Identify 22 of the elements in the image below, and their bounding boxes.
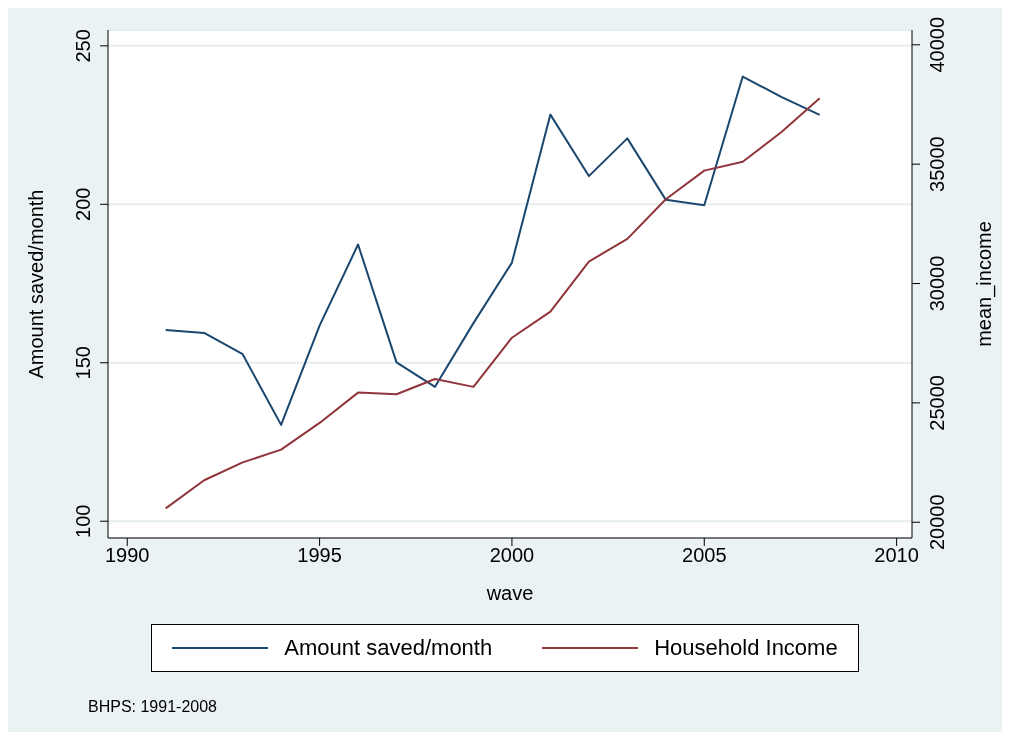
y2-tick-label: 25000 <box>926 375 948 431</box>
legend-label: Amount saved/month <box>284 635 493 661</box>
x-tick-label: 1995 <box>297 544 342 567</box>
line-series <box>164 97 821 510</box>
line-series <box>164 75 821 426</box>
y-tick-label: 250 <box>72 29 94 63</box>
x-tick-label: 2010 <box>874 544 919 567</box>
y-tick-label: 100 <box>72 504 94 538</box>
y2-tick-label: 30000 <box>926 255 948 312</box>
x-axis-title: wave <box>485 582 534 604</box>
y2-tick-label: 35000 <box>926 136 948 192</box>
y2-axis-title: mean_income <box>973 221 997 347</box>
y2-tick-label: 20000 <box>926 494 948 551</box>
y2-tick-label: 40000 <box>926 16 948 73</box>
x-tick-label: 2000 <box>489 544 535 567</box>
x-tick-label: 2005 <box>682 544 727 567</box>
text: BHPS: 1991-2008 <box>88 698 217 716</box>
x-tick-label: 1990 <box>104 544 150 567</box>
y-axis-title: Amount saved/month <box>25 189 48 379</box>
y-tick-label: 200 <box>72 187 94 221</box>
y-tick-label: 150 <box>72 346 94 380</box>
legend-label: Household Income <box>654 635 838 661</box>
